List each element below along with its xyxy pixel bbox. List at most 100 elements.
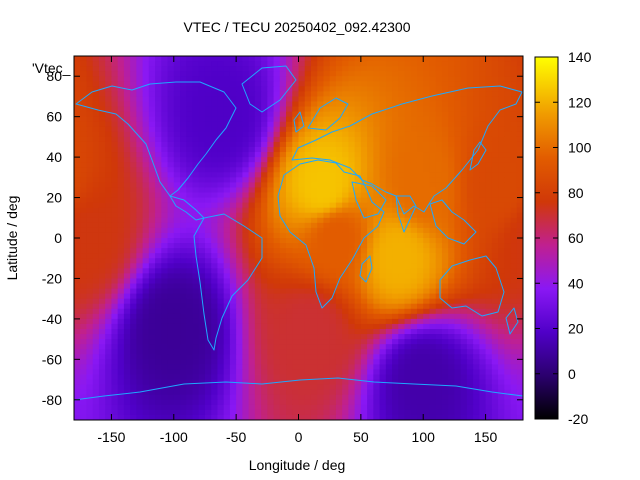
heat-cell (423, 344, 431, 350)
heat-cell (298, 222, 306, 229)
heat-cell (510, 126, 518, 133)
heat-cell (286, 394, 293, 401)
heat-cell (342, 278, 349, 285)
heat-cell (466, 283, 474, 290)
heat-cell (435, 329, 443, 335)
heat-cell (335, 141, 343, 148)
heat-cell (186, 217, 194, 224)
heat-cell (92, 389, 100, 396)
heat-cell (429, 253, 437, 259)
heat-cell (74, 116, 81, 123)
heat-cell (454, 192, 462, 199)
heat-cell (348, 389, 356, 396)
heat-cell (123, 293, 131, 300)
heat-cell (367, 91, 374, 98)
heat-cell (229, 96, 237, 103)
heat-cell (136, 303, 144, 310)
heat-cell (236, 71, 243, 77)
heat-cell (373, 192, 381, 199)
heat-cell (136, 248, 144, 254)
heat-cell (105, 111, 113, 118)
heat-cell (423, 238, 431, 244)
heat-cell (317, 66, 325, 72)
heat-cell (204, 106, 212, 113)
heat-cell (385, 394, 393, 401)
heat-cell (516, 172, 523, 178)
heat-cell (236, 101, 243, 108)
heat-cell (323, 293, 331, 300)
heat-cell (142, 217, 150, 224)
heat-cell (136, 86, 144, 92)
heat-cell (398, 329, 406, 335)
heat-cell (217, 313, 225, 320)
heat-cell (267, 278, 275, 285)
heat-cell (473, 131, 480, 138)
heat-cell (429, 344, 437, 350)
heat-cell (261, 76, 268, 82)
heat-cell (448, 384, 456, 391)
heat-cell (74, 217, 81, 224)
heat-cell (161, 323, 169, 330)
heat-cell (317, 172, 325, 178)
heat-cell (161, 293, 169, 300)
heat-cell (429, 399, 437, 406)
heat-cell (229, 116, 237, 123)
heat-cell (236, 313, 243, 320)
heat-cell (323, 263, 331, 269)
heat-cell (236, 177, 243, 183)
heat-cell (92, 182, 100, 189)
heat-cell (498, 273, 505, 280)
heat-cell (229, 81, 237, 87)
heat-cell (498, 374, 505, 381)
heat-cell (491, 258, 499, 264)
heat-cell (404, 329, 412, 335)
heat-cell (335, 293, 343, 300)
heat-cell (392, 217, 399, 224)
heat-cell (248, 56, 256, 62)
heat-cell (286, 288, 293, 295)
heat-cell (248, 369, 256, 376)
heat-cell (211, 222, 219, 229)
heat-cell (273, 334, 281, 340)
heat-cell (454, 152, 462, 158)
heat-cell (142, 303, 150, 310)
heat-cell (317, 313, 325, 320)
heat-cell (192, 283, 200, 290)
heat-cell (304, 273, 312, 280)
heat-cell (261, 339, 268, 345)
heat-cell (223, 182, 231, 189)
heat-cell (392, 313, 399, 320)
heat-cell (448, 197, 456, 204)
heat-cell (460, 227, 468, 234)
heat-cell (86, 197, 94, 204)
heat-cell (130, 268, 137, 274)
heat-cell (335, 248, 343, 254)
heat-cell (317, 334, 325, 340)
heat-cell (242, 273, 250, 280)
heat-cell (211, 273, 219, 280)
heat-cell (435, 318, 443, 325)
heat-cell (304, 222, 312, 229)
heat-cell (92, 374, 100, 381)
heat-cell (123, 318, 131, 325)
heat-cell (286, 141, 293, 148)
heat-cell (385, 126, 393, 133)
heat-cell (117, 293, 125, 300)
heat-cell (454, 344, 462, 350)
heat-cell (267, 243, 275, 249)
heat-cell (342, 71, 349, 77)
heat-cell (229, 308, 237, 315)
heat-cell (229, 374, 237, 381)
heat-cell (117, 86, 125, 92)
heat-cell (123, 258, 131, 264)
heat-cell (286, 212, 293, 219)
heat-cell (485, 141, 493, 148)
heat-cell (498, 71, 505, 77)
heat-cell (410, 303, 418, 310)
heat-cell (186, 364, 194, 371)
heat-cell (242, 202, 250, 209)
heat-cell (392, 101, 399, 108)
heat-cell (267, 263, 275, 269)
heat-cell (198, 187, 206, 194)
heat-cell (217, 334, 225, 340)
